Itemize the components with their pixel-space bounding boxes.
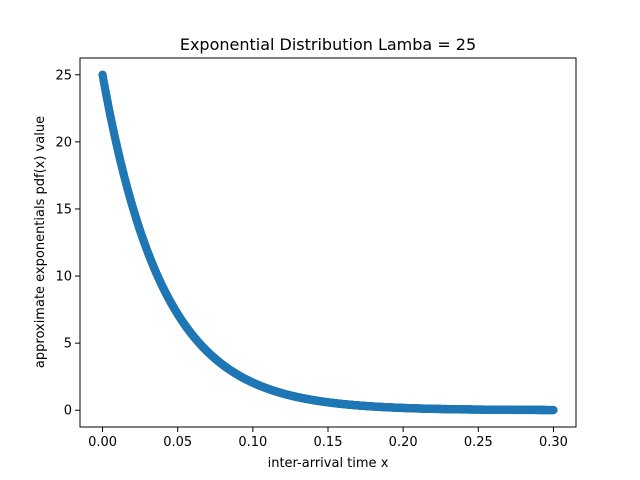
x-tick-label: 0.00	[88, 435, 117, 450]
x-axis-label: inter-arrival time x	[268, 456, 389, 471]
x-tick-label: 0.05	[163, 435, 192, 450]
plot-frame	[79, 57, 577, 428]
y-tick-label: 0	[64, 404, 72, 419]
y-tick-label: 15	[55, 202, 72, 217]
x-tick-label: 0.25	[464, 435, 493, 450]
data-point	[549, 405, 558, 415]
chart-title: Exponential Distribution Lamba = 25	[180, 35, 476, 54]
y-tick-label: 10	[55, 270, 72, 285]
x-tick-label: 0.30	[539, 435, 568, 450]
scatter-points	[98, 70, 558, 415]
x-axis: 0.00 0.05 0.10 0.15 0.20 0.25 0.30	[88, 427, 568, 450]
y-tick-label: 20	[55, 135, 72, 150]
y-tick-label: 5	[64, 337, 72, 352]
y-tick-label: 25	[55, 68, 72, 83]
x-tick-label: 0.20	[389, 435, 418, 450]
y-axis: 0 5 10 15 20 25	[55, 68, 80, 419]
x-tick-label: 0.15	[314, 435, 343, 450]
x-tick-label: 0.10	[238, 435, 267, 450]
y-axis-label: approximate exponentials pdf(x) value	[33, 116, 48, 368]
